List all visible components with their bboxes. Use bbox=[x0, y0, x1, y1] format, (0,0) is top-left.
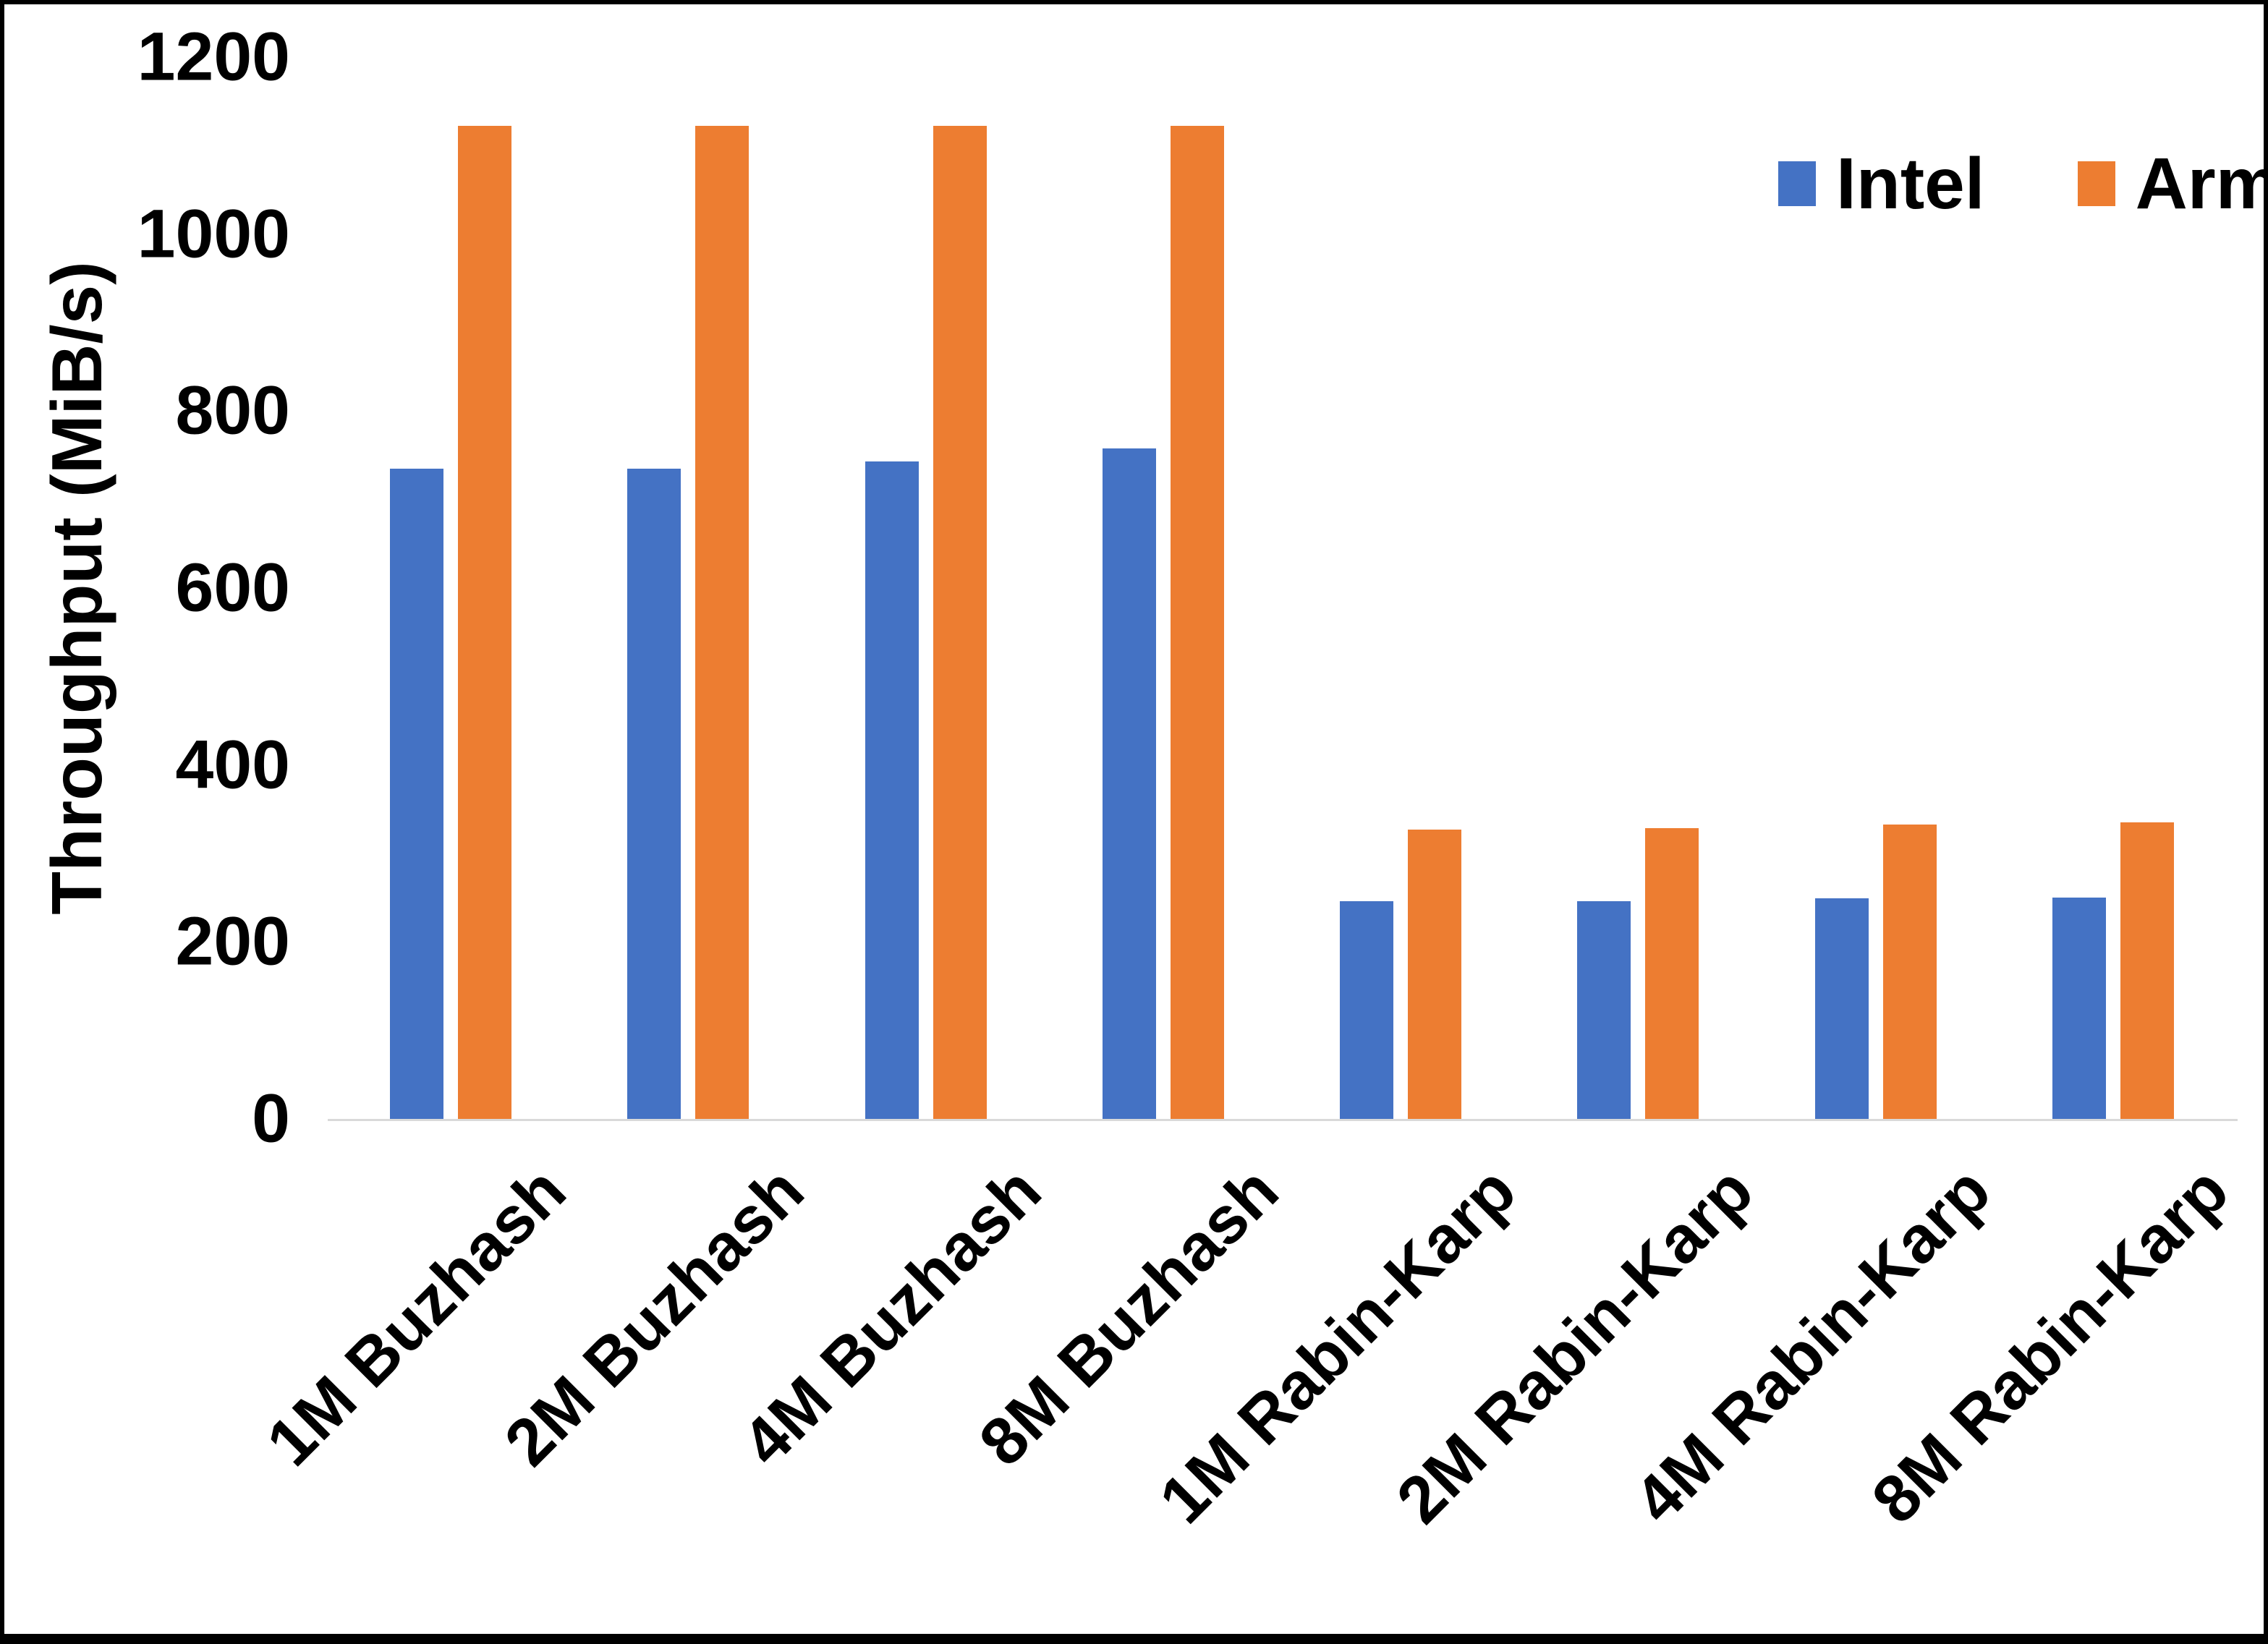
bar-arm-2 bbox=[695, 126, 749, 1119]
y-tick-label-0: 0 bbox=[252, 1080, 290, 1157]
bar-intel-5 bbox=[1340, 901, 1394, 1119]
bar-intel-3 bbox=[865, 461, 919, 1119]
legend-item-arm: Arm bbox=[2077, 143, 2268, 224]
bar-arm-1 bbox=[458, 126, 512, 1119]
arm-legend-label: Arm bbox=[2135, 143, 2268, 224]
bar-intel-4 bbox=[1102, 448, 1156, 1119]
bar-intel-7 bbox=[1814, 898, 1869, 1119]
x-axis-line bbox=[328, 1119, 2238, 1121]
y-tick-label-1200: 1200 bbox=[137, 18, 290, 95]
bar-arm-4 bbox=[1170, 126, 1224, 1119]
y-tick-label-1000: 1000 bbox=[137, 195, 290, 273]
bar-intel-2 bbox=[627, 468, 681, 1119]
legend-item-intel: Intel bbox=[1778, 148, 1985, 220]
bar-intel-6 bbox=[1577, 901, 1631, 1119]
legend: Intel Arm bbox=[1778, 143, 2268, 224]
bar-intel-8 bbox=[2052, 898, 2106, 1119]
y-tick-label-400: 400 bbox=[175, 726, 290, 804]
bar-arm-5 bbox=[1408, 829, 1462, 1119]
intel-legend-label: Intel bbox=[1836, 143, 1985, 224]
bar-intel-1 bbox=[390, 468, 444, 1119]
bar-arm-7 bbox=[1882, 824, 1937, 1119]
y-tick-label-600: 600 bbox=[175, 549, 290, 626]
y-tick-label-200: 200 bbox=[175, 903, 290, 980]
bar-arm-3 bbox=[933, 126, 987, 1119]
y-tick-label-800: 800 bbox=[175, 372, 290, 449]
bar-arm-8 bbox=[2120, 822, 2174, 1119]
intel-legend-swatch bbox=[1778, 161, 1816, 206]
bar-arm-6 bbox=[1645, 827, 1699, 1119]
arm-legend-swatch bbox=[2077, 161, 2115, 206]
